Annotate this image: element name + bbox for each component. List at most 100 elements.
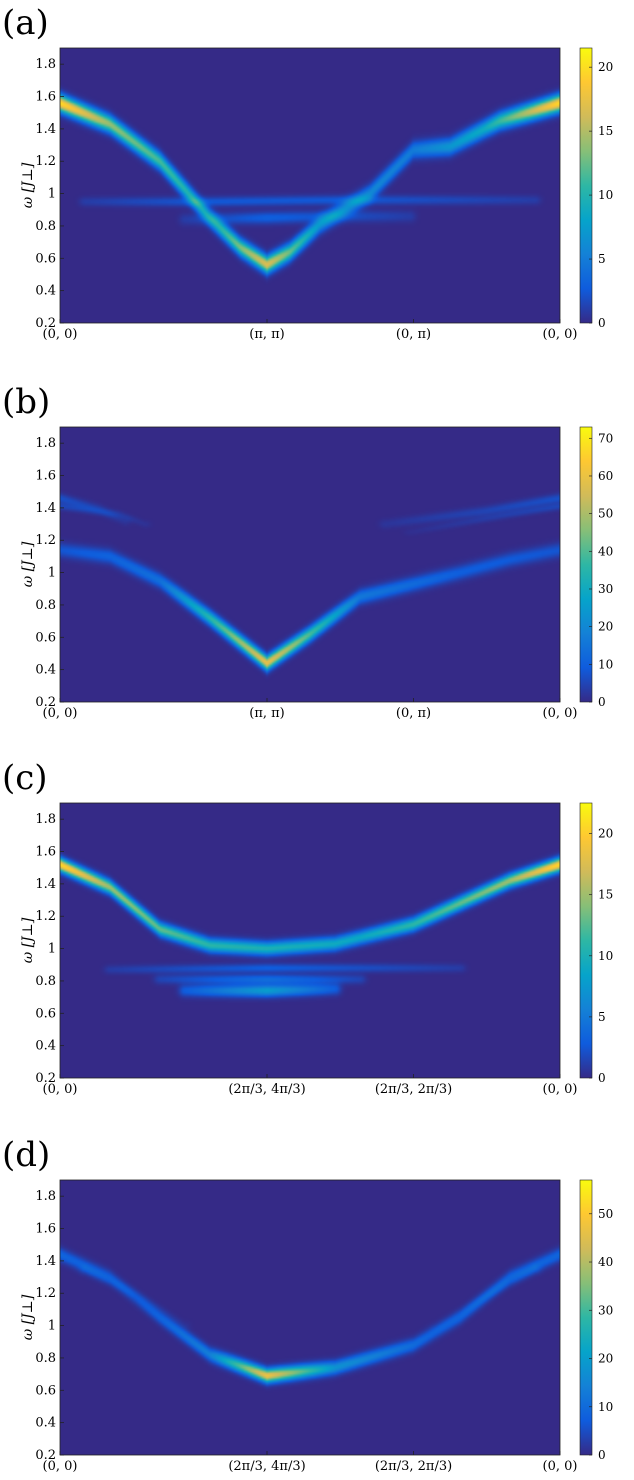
y-tick-label: 0.4	[35, 284, 56, 299]
y-tick-label: 1.2	[35, 154, 56, 169]
colorbar-tick-label: 10	[598, 188, 613, 202]
x-tick-label: (0, 0)	[43, 327, 78, 342]
x-tick-label: (0, 0)	[543, 1459, 578, 1474]
panel-c: (c) 0.2 0.4 0.6 0.8 1 1.2 1.4 1.6 1.8 (0, 0) (2π/3,…	[2, 758, 613, 1097]
x-tick-label: (0, 0)	[543, 706, 578, 721]
y-tick-label: 1.6	[35, 1222, 56, 1237]
heatmap-b	[60, 427, 560, 702]
y-tick-label: 1.2	[35, 533, 56, 548]
y-tick-label: 0.6	[35, 251, 56, 266]
x-tick-label: (0, 0)	[43, 706, 78, 721]
x-tick-label: (0, 0)	[543, 1082, 578, 1097]
x-tick-label: (2π/3, 4π/3)	[228, 1459, 305, 1474]
colorbar-tick-label: 10	[598, 1400, 613, 1414]
colorbar-tick-label: 20	[598, 60, 613, 74]
x-tick-label: (0, π)	[396, 327, 431, 342]
colorbar-c	[579, 802, 593, 1079]
x-tick-label: (0, 0)	[43, 1082, 78, 1097]
colorbar-tick-label: 15	[598, 124, 613, 138]
y-tick-label: 1.6	[35, 90, 56, 105]
colorbar-tick-label: 5	[598, 1010, 606, 1024]
colorbar-tick-label: 70	[598, 431, 613, 445]
y-axis-label: ω [J⊥]	[20, 917, 36, 963]
y-tick-label: 0.4	[35, 1416, 56, 1431]
y-axis-label: ω [J⊥]	[20, 541, 36, 587]
panel-a: (a) 0.2 0.4 0.6 0.8 1 1.2 1.4 1.6 1.8 (0, 0) (π, π)…	[2, 3, 613, 342]
y-tick-label: 1	[48, 187, 56, 202]
x-tick-label: (2π/3, 4π/3)	[228, 1082, 305, 1097]
colorbar-tick-label: 30	[598, 582, 613, 596]
x-tick-label: (0, 0)	[543, 327, 578, 342]
y-tick-label: 0.8	[35, 1351, 56, 1366]
colorbar-b	[579, 426, 593, 703]
x-tick-label: (π, π)	[249, 706, 285, 721]
panel-label-b: (b)	[2, 382, 50, 422]
y-tick-label: 0.8	[35, 974, 56, 989]
colorbar-tick-label: 20	[598, 827, 613, 841]
y-tick-label: 1	[48, 942, 56, 957]
y-tick-label: 0.8	[35, 598, 56, 613]
x-tick-label: (2π/3, 2π/3)	[375, 1459, 452, 1474]
y-tick-label: 1.8	[35, 812, 56, 827]
panel-label-c: (c)	[2, 758, 48, 798]
colorbar-tick-label: 0	[598, 316, 606, 330]
heatmap-a	[60, 48, 560, 323]
x-tick-label: (π, π)	[249, 327, 285, 342]
panel-label-a: (a)	[2, 3, 49, 43]
plot-frame-d	[59, 1179, 561, 1456]
colorbar-tick-label: 10	[598, 949, 613, 963]
y-axis-label: ω [J⊥]	[20, 162, 36, 208]
heatmap-c	[60, 803, 560, 1078]
y-tick-label: 1.6	[35, 845, 56, 860]
colorbar-tick-label: 20	[598, 620, 613, 634]
y-tick-label: 0.6	[35, 1383, 56, 1398]
y-tick-label: 0.6	[35, 1006, 56, 1021]
panel-b: (b) 0.2 0.4 0.6 0.8 1 1.2 1.4 1.6 1.8 (0, 0) (π, π)…	[2, 382, 613, 721]
plot-frame-b	[59, 426, 561, 703]
colorbar-tick-label: 30	[598, 1303, 613, 1317]
colorbar-tick-label: 0	[598, 1071, 606, 1085]
y-tick-label: 1.2	[35, 909, 56, 924]
colorbar-tick-label: 40	[598, 1255, 613, 1269]
y-tick-label: 1.4	[35, 122, 56, 137]
y-tick-label: 0.2	[35, 1071, 56, 1086]
y-tick-label: 1.4	[35, 877, 56, 892]
colorbar-a	[579, 47, 593, 324]
plot-frame-c	[59, 802, 561, 1079]
y-tick-label: 0.4	[35, 663, 56, 678]
colorbar-tick-label: 0	[598, 1448, 606, 1462]
colorbar-tick-label: 60	[598, 469, 613, 483]
y-tick-label: 1.8	[35, 1189, 56, 1204]
y-tick-label: 1.8	[35, 436, 56, 451]
colorbar-tick-label: 15	[598, 888, 613, 902]
y-tick-label: 0.2	[35, 316, 56, 331]
y-tick-label: 0.2	[35, 1448, 56, 1463]
panel-d: (d) 0.2 0.4 0.6 0.8 1 1.2 1.4 1.6 1.8 (0, 0) (2π/3,…	[2, 1135, 613, 1474]
plot-frame-a	[59, 47, 561, 324]
x-tick-label: (2π/3, 2π/3)	[375, 1082, 452, 1097]
colorbar-tick-label: 10	[598, 657, 613, 671]
y-tick-label: 0.8	[35, 219, 56, 234]
y-tick-label: 0.6	[35, 630, 56, 645]
panel-label-d: (d)	[2, 1135, 50, 1175]
colorbar-tick-label: 20	[598, 1352, 613, 1366]
colorbar-tick-label: 50	[598, 507, 613, 521]
colorbar-d	[579, 1179, 593, 1456]
colorbar-tick-label: 50	[598, 1207, 613, 1221]
y-tick-label: 1.4	[35, 501, 56, 516]
colorbar-tick-label: 0	[598, 695, 606, 709]
y-axis-label: ω [J⊥]	[20, 1294, 36, 1340]
y-tick-label: 0.4	[35, 1039, 56, 1054]
y-tick-label: 1.6	[35, 469, 56, 484]
x-tick-label: (0, 0)	[43, 1459, 78, 1474]
y-tick-label: 0.2	[35, 695, 56, 710]
y-tick-label: 1.8	[35, 57, 56, 72]
y-tick-label: 1.4	[35, 1254, 56, 1269]
heatmap-d	[60, 1180, 560, 1455]
y-tick-label: 1.2	[35, 1286, 56, 1301]
y-tick-label: 1	[48, 1319, 56, 1334]
colorbar-tick-label: 40	[598, 544, 613, 558]
y-tick-label: 1	[48, 566, 56, 581]
x-tick-label: (0, π)	[396, 706, 431, 721]
